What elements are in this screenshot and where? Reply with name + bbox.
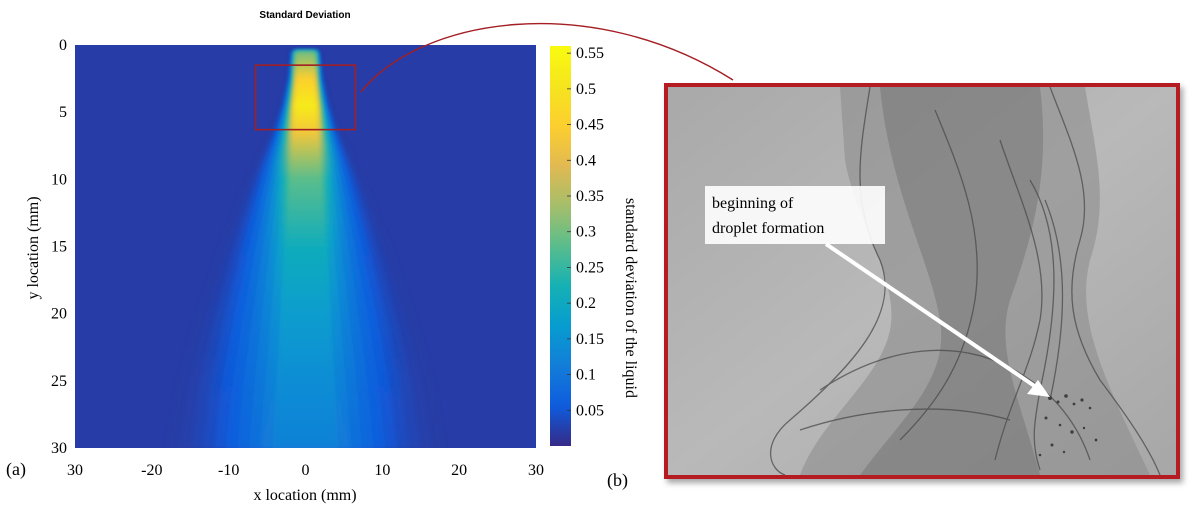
x-tick-label: -20 (141, 462, 162, 479)
heatmap-image (167, 51, 444, 448)
x-axis-ticks: 30 -20 -10 0 10 20 30 (67, 462, 544, 479)
y-tick-label: 10 (51, 171, 67, 188)
chart-title: Standard Deviation (259, 10, 350, 21)
x-tick-label: 0 (302, 462, 310, 479)
x-tick-label: 10 (374, 462, 390, 479)
annotation-arrow-head (1027, 380, 1050, 397)
y-tick-label: 0 (59, 37, 67, 54)
annotation-arrow (824, 242, 1038, 389)
y-tick-label: 30 (51, 440, 67, 457)
y-tick-label: 25 (51, 373, 67, 390)
photo-image: beginning of droplet formation (668, 87, 1176, 475)
colorbar-tick-label: 0.25 (576, 259, 604, 276)
y-tick-label: 20 (51, 306, 67, 323)
annotation-line-2: droplet formation (712, 220, 824, 237)
colorbar-tick-label: 0.35 (576, 188, 604, 205)
y-tick-label: 15 (51, 239, 67, 256)
colorbar-tick-label: 0.4 (576, 152, 596, 169)
colorbar-label: standard deviation of the liquid (622, 198, 639, 398)
colorbar-ticks: 0.05 0.1 0.15 0.2 0.25 0.3 0.35 0.4 0.45 0.5 0.55 (567, 45, 604, 419)
colorbar-tick-label: 0.55 (576, 45, 604, 62)
colorbar-tick-label: 0.45 (576, 117, 604, 134)
colorbar-tick-label: 0.05 (576, 402, 604, 419)
x-tick-label: -10 (218, 462, 239, 479)
x-tick-label: 30 (67, 462, 83, 479)
colorbar (550, 46, 571, 446)
colorbar-tick-label: 0.5 (576, 81, 596, 98)
y-tick-label: 5 (59, 104, 67, 121)
colorbar-tick-label: 0.2 (576, 295, 596, 312)
annotation-box (705, 186, 885, 244)
highlight-box (254, 64, 357, 131)
spray-layer (272, 51, 339, 448)
colorbar-tick-label: 0.3 (576, 224, 596, 241)
spray-photo: beginning of droplet formation (664, 83, 1180, 479)
annotation-line-1: beginning of (712, 195, 794, 212)
colorbar-tick-label: 0.1 (576, 367, 596, 384)
x-tick-label: 20 (451, 462, 467, 479)
x-axis-label: x location (mm) (253, 487, 356, 504)
zoom-connector (360, 22, 734, 93)
heatmap-area (75, 45, 536, 448)
panel-b-label: (b) (607, 470, 628, 491)
y-axis-ticks: 0 5 10 15 20 25 30 (51, 37, 67, 457)
x-tick-label: 30 (528, 462, 544, 479)
colorbar-tick-label: 0.15 (576, 331, 604, 348)
y-axis-label: y location (mm) (25, 196, 42, 299)
panel-a-label: (a) (6, 459, 26, 480)
